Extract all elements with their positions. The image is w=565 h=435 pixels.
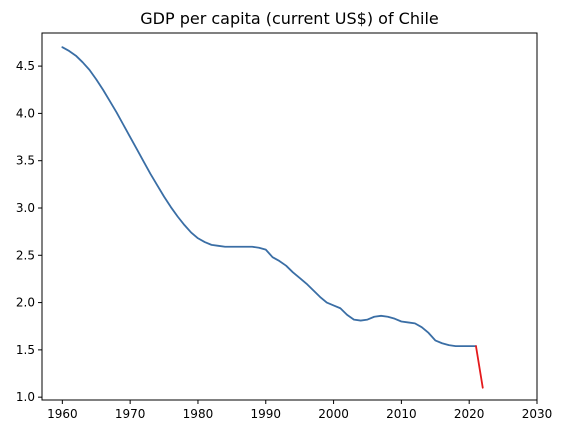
y-tick-label: 2.0 bbox=[16, 296, 35, 310]
y-axis: 1.0 1.5 2.0 2.5 3.0 3.5 4.0 4.5 bbox=[16, 59, 42, 404]
chart-title: GDP per capita (current US$) of Chile bbox=[140, 9, 438, 28]
series-layer bbox=[61, 46, 484, 389]
y-tick-label: 1.5 bbox=[16, 343, 35, 357]
x-tick-label: 1980 bbox=[183, 407, 214, 421]
y-tick-label: 2.5 bbox=[16, 248, 35, 262]
y-tick-label: 1.0 bbox=[16, 390, 35, 404]
plot-frame bbox=[41, 32, 538, 401]
x-tick-label: 2020 bbox=[454, 407, 485, 421]
x-tick-label: 2010 bbox=[386, 407, 417, 421]
x-axis: 1960 1970 1980 1990 2000 2010 2020 2030 bbox=[47, 400, 552, 421]
x-tick-label: 1960 bbox=[47, 407, 78, 421]
series-line-1 bbox=[61, 46, 477, 347]
y-tick-label: 3.5 bbox=[16, 154, 35, 168]
x-tick-label: 1990 bbox=[250, 407, 281, 421]
y-tick-label: 3.0 bbox=[16, 201, 35, 215]
y-tick-label: 4.0 bbox=[16, 106, 35, 120]
y-tick-label: 4.5 bbox=[16, 59, 35, 73]
series-line-2 bbox=[475, 345, 484, 389]
x-tick-label: 2000 bbox=[318, 407, 349, 421]
x-tick-label: 1970 bbox=[115, 407, 146, 421]
x-tick-label: 2030 bbox=[522, 407, 553, 421]
